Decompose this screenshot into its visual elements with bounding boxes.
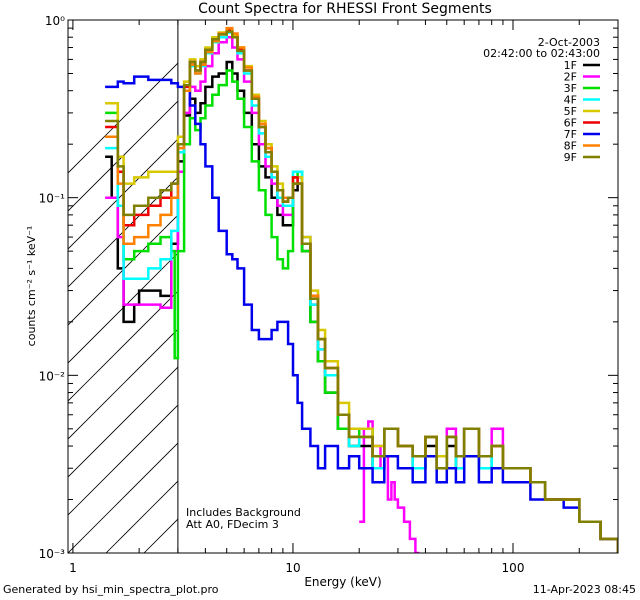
- annotation-attenuator: Att A0, FDecim 3: [186, 518, 279, 531]
- y-tick-label: 10⁻³: [39, 547, 66, 561]
- date-label: 2-Oct-2003: [538, 36, 600, 49]
- hatch-line: [524, 0, 640, 553]
- legend-label-3f: 3F: [564, 82, 577, 95]
- hatch-line: [258, 0, 640, 553]
- hatch-line: [600, 0, 640, 553]
- hatch-line: [220, 0, 640, 553]
- hatch-line: [68, 404, 178, 516]
- generated-by-label: Generated by hsi_min_spectra_plot.pro: [3, 583, 219, 596]
- x-tick-label: 100: [502, 561, 525, 575]
- y-tick-label: 10⁰: [45, 14, 65, 28]
- legend-label-6f: 6F: [564, 117, 577, 130]
- timestamp-label: 11-Apr-2023 08:45: [532, 583, 636, 596]
- legend-label-8f: 8F: [564, 140, 577, 153]
- hatched-region: [68, 0, 640, 553]
- hatch-line: [68, 62, 178, 174]
- hatch-line: [296, 0, 640, 553]
- legend-label-4f: 4F: [564, 94, 577, 107]
- time-range-label: 02:42:00 to 02:43:00: [483, 47, 600, 60]
- hatch-line: [334, 0, 640, 553]
- y-tick-label: 10⁻¹: [39, 192, 66, 206]
- hatch-line: [68, 214, 178, 326]
- hatch-line: [68, 176, 178, 288]
- y-axis-label: counts cm⁻² s⁻¹ keV⁻¹: [25, 226, 38, 347]
- annotation-background: Includes Background: [186, 506, 301, 519]
- chart-title: Count Spectra for RHESSI Front Segments: [198, 1, 492, 17]
- legend-label-1f: 1F: [564, 59, 577, 72]
- series-line-7f: [105, 75, 618, 553]
- hatch-line: [410, 0, 640, 553]
- series-line-9f: [105, 30, 618, 553]
- hatch-line: [68, 442, 178, 553]
- background-trace: [359, 420, 420, 553]
- hatch-line: [68, 138, 178, 250]
- hatch-line: [68, 366, 178, 478]
- legend-label-5f: 5F: [564, 105, 577, 118]
- legend-label-7f: 7F: [564, 128, 577, 141]
- x-tick-label: 10: [285, 561, 300, 575]
- x-axis-label: Energy (keV): [304, 575, 381, 589]
- legend-label-9f: 9F: [564, 151, 577, 164]
- x-tick-label: 1: [69, 561, 77, 575]
- legend-label-2f: 2F: [564, 71, 577, 84]
- y-tick-label: 10⁻²: [39, 369, 66, 383]
- plot-frame: [67, 19, 619, 554]
- hatch-line: [68, 252, 178, 364]
- hatch-line: [448, 0, 640, 553]
